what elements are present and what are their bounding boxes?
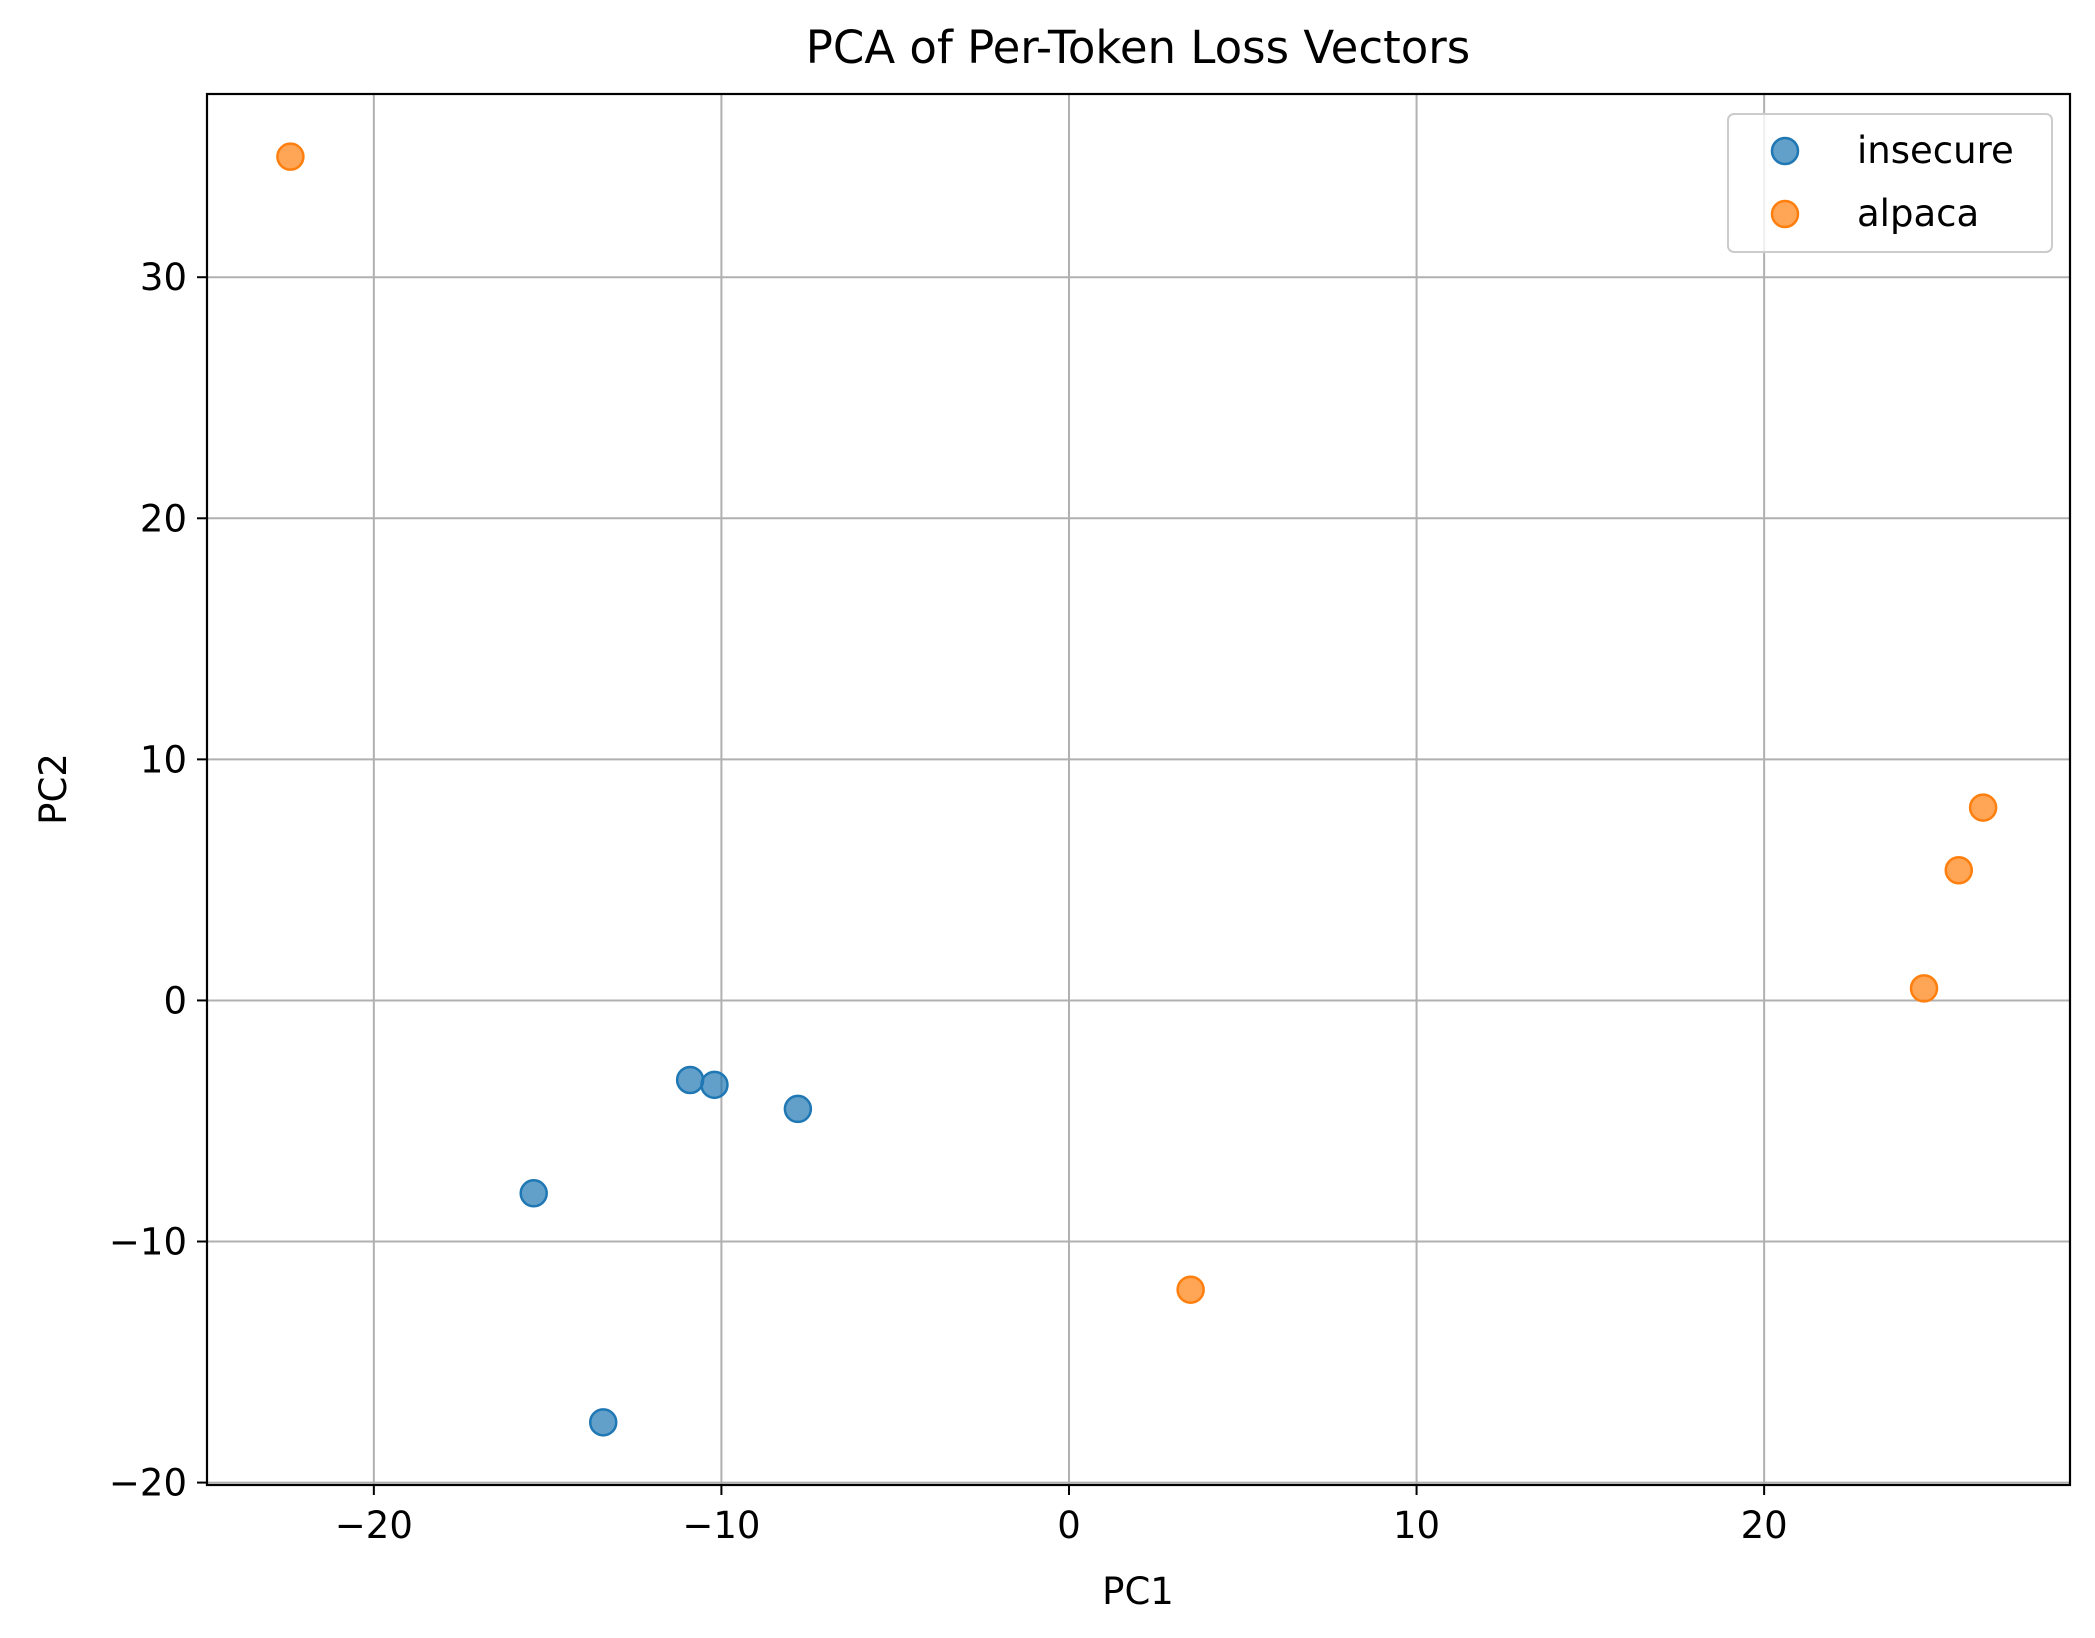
data-points (276, 142, 1998, 1437)
scatter-point-insecure (519, 1179, 548, 1208)
legend-frame (1727, 113, 2053, 253)
y-tick-label: 0 (163, 979, 187, 1022)
scatter-point-alpaca (276, 142, 305, 171)
x-tick-label: 10 (1393, 1504, 1440, 1547)
x-tick-label: −10 (682, 1504, 760, 1547)
x-axis-label: PC1 (1102, 1570, 1174, 1613)
y-axis-label: PC2 (32, 753, 75, 825)
scatter-point-alpaca (1968, 793, 1998, 822)
y-tick-label: −10 (109, 1221, 187, 1264)
grid (207, 94, 2070, 1485)
legend-label-insecure: insecure (1857, 129, 2014, 172)
chart-title: PCA of Per-Token Loss Vectors (806, 21, 1470, 74)
scatter-point-insecure (783, 1094, 813, 1124)
x-tick-label: −20 (335, 1504, 413, 1547)
scatter-point-alpaca (1176, 1275, 1205, 1304)
legend-marker-alpaca (1770, 199, 1800, 229)
legend: insecure alpaca (1727, 113, 2053, 253)
legend-label-alpaca: alpaca (1857, 192, 1979, 235)
scatter-point-alpaca (1944, 856, 1974, 885)
plot-area-frame (205, 92, 2072, 1487)
x-tick-label: 0 (1057, 1504, 1081, 1547)
y-tick-label: −20 (109, 1462, 187, 1505)
scatter-point-insecure (700, 1070, 729, 1100)
x-tick-label: 20 (1741, 1504, 1788, 1547)
scatter-point-insecure (675, 1065, 705, 1095)
scatter-point-insecure (588, 1408, 618, 1437)
y-tick-label: 20 (140, 497, 187, 540)
axis-ticks: −20 −10 0 10 20 −20 −10 0 10 20 30 (109, 256, 1788, 1547)
y-tick-label: 30 (140, 256, 187, 299)
scatter-point-alpaca (1909, 974, 1939, 1003)
y-tick-label: 10 (140, 738, 187, 781)
legend-marker-insecure (1770, 136, 1800, 166)
